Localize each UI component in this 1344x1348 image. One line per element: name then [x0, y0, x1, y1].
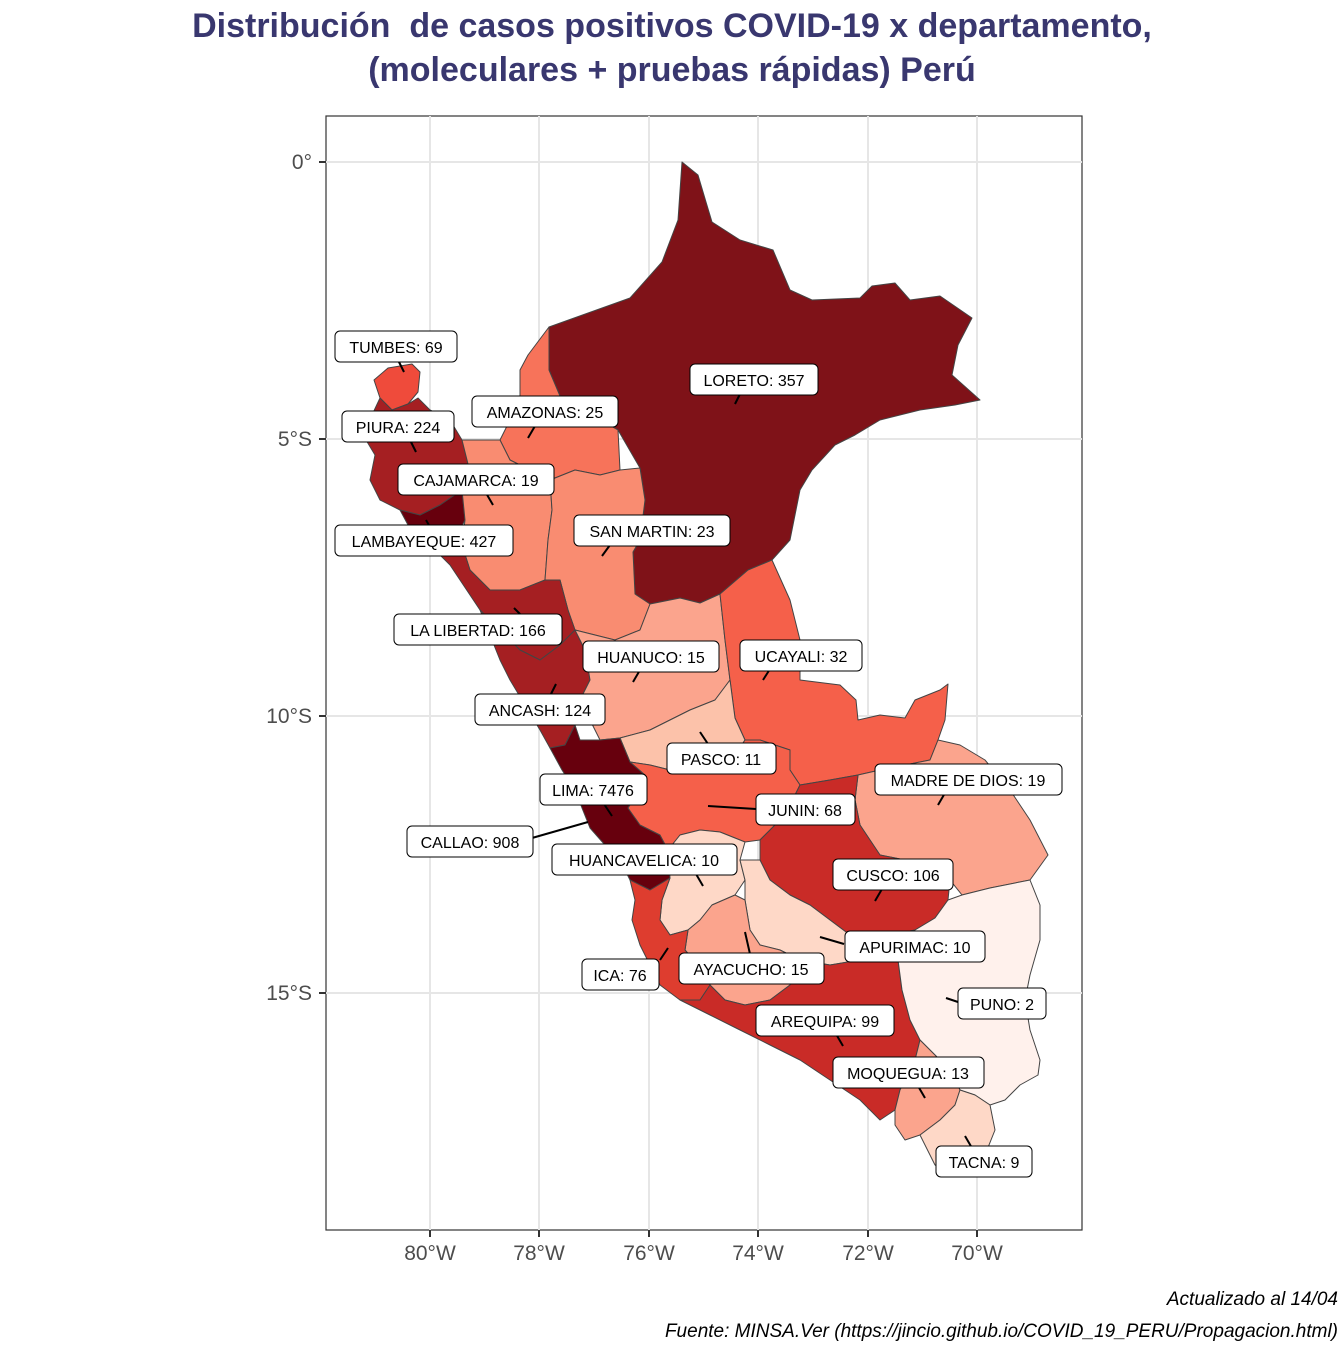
chart-title-line1: Distribución de casos positivos COVID-19…: [192, 7, 1152, 45]
label-text: HUANUCO: 15: [597, 650, 705, 667]
label-ayacucho: AYACUCHO: 15: [678, 952, 825, 985]
label-moquegua: MOQUEGUA: 13: [832, 1056, 985, 1089]
label-pasco: PASCO: 11: [666, 742, 777, 775]
label-text: CALLAO: 908: [421, 835, 520, 852]
label-text: SAN MARTIN: 23: [589, 524, 714, 541]
y-tick-label: 15°S: [266, 982, 312, 1005]
label-text: PIURA: 224: [356, 420, 441, 437]
caption-source: Fuente: MINSA.Ver (https://jincio.github…: [664, 1321, 1338, 1342]
label-text: LIMA: 7476: [552, 783, 634, 800]
axis-ticks: [319, 161, 978, 1237]
x-tick-label: 80°W: [404, 1242, 456, 1265]
caption-updated: Actualizado al 14/04: [1166, 1289, 1338, 1310]
label-piura: PIURA: 224: [341, 410, 455, 443]
label-san-martin: SAN MARTIN: 23: [573, 514, 731, 547]
label-madre-de-dios: MADRE DE DIOS: 19: [874, 763, 1063, 796]
x-tick-label: 78°W: [513, 1242, 565, 1265]
label-text: CAJAMARCA: 19: [413, 473, 538, 490]
label-text: PUNO: 2: [970, 997, 1034, 1014]
label-text: CUSCO: 106: [846, 868, 939, 885]
y-tick-label: 0°: [292, 151, 312, 174]
label-text: JUNIN: 68: [768, 803, 842, 820]
label-text: PASCO: 11: [681, 752, 761, 769]
label-text: AREQUIPA: 99: [771, 1014, 879, 1031]
label-junin: JUNIN: 68: [755, 793, 856, 826]
label-text: ICA: 76: [593, 968, 646, 985]
label-callao: CALLAO: 908: [406, 825, 534, 858]
label-text: HUANCAVELICA: 10: [569, 853, 719, 870]
label-text: LORETO: 357: [703, 373, 804, 390]
label-tumbes: TUMBES: 69: [334, 330, 458, 363]
chart-title-line2: (moleculares + pruebas rápidas) Perú: [368, 51, 976, 89]
label-ucayali: UCAYALI: 32: [739, 639, 863, 672]
label-cusco: CUSCO: 106: [832, 858, 954, 891]
label-amazonas: AMAZONAS: 25: [471, 395, 619, 428]
caption: Actualizado al 14/04 Fuente: MINSA.Ver (…: [665, 1284, 1338, 1348]
label-huancavelica: HUANCAVELICA: 10: [551, 843, 738, 876]
x-tick-label: 74°W: [732, 1242, 784, 1265]
label-text: AYACUCHO: 15: [694, 962, 809, 979]
label-text: LA LIBERTAD: 166: [410, 623, 546, 640]
label-apurimac: APURIMAC: 10: [844, 930, 986, 963]
label-text: AMAZONAS: 25: [487, 405, 604, 422]
label-text: UCAYALI: 32: [755, 649, 848, 666]
label-ica: ICA: 76: [581, 958, 660, 991]
label-puno: PUNO: 2: [957, 987, 1047, 1020]
label-loreto: LORETO: 357: [689, 363, 819, 396]
chart-title: Distribución de casos positivos COVID-19…: [0, 4, 1344, 92]
label-text: ANCASH: 124: [489, 703, 591, 720]
x-tick-label: 70°W: [951, 1242, 1003, 1265]
label-huanuco: HUANUCO: 15: [582, 640, 720, 673]
label-text: TACNA: 9: [949, 1155, 1020, 1172]
x-tick-label: 76°W: [623, 1242, 675, 1265]
label-arequipa: AREQUIPA: 99: [755, 1004, 895, 1037]
label-text: LAMBAYEQUE: 427: [352, 534, 497, 551]
label-lima: LIMA: 7476: [539, 773, 648, 806]
label-la-libertad: LA LIBERTAD: 166: [393, 613, 563, 646]
label-ancash: ANCASH: 124: [474, 693, 606, 726]
y-tick-label: 5°S: [278, 428, 312, 451]
label-tacna: TACNA: 9: [935, 1145, 1033, 1178]
y-tick-label: 10°S: [266, 705, 312, 728]
department-labels: TUMBES: 69 PIURA: 224 AMAZONAS: 25 LORET…: [334, 330, 1063, 1178]
label-text: MOQUEGUA: 13: [847, 1066, 969, 1083]
label-cajamarca: CAJAMARCA: 19: [397, 463, 555, 496]
label-text: TUMBES: 69: [349, 340, 442, 357]
x-tick-label: 72°W: [842, 1242, 894, 1265]
label-text: MADRE DE DIOS: 19: [891, 773, 1046, 790]
label-text: APURIMAC: 10: [859, 940, 970, 957]
label-lambayeque: LAMBAYEQUE: 427: [334, 524, 514, 557]
